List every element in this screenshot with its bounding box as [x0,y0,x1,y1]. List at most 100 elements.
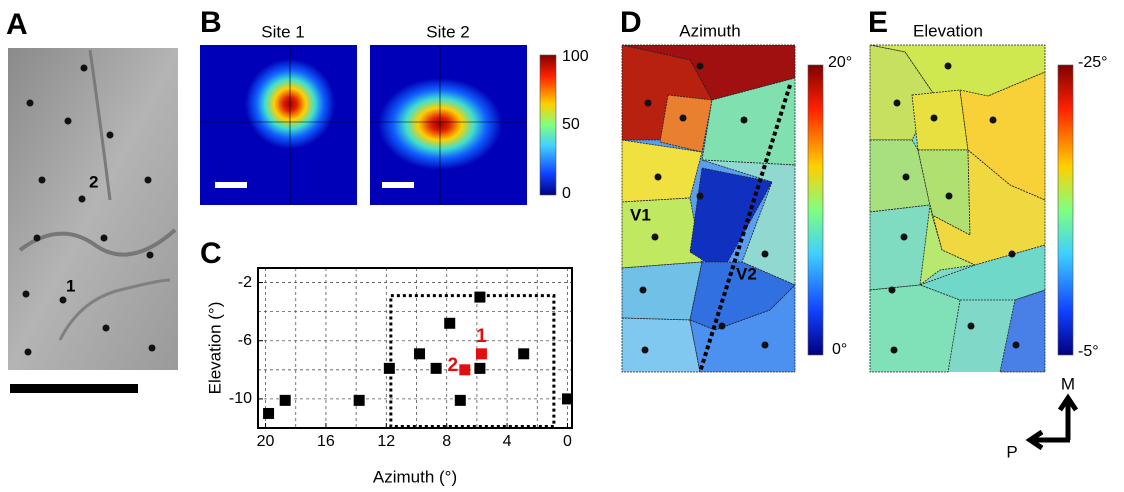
colorbar-tick-label: 20° [828,54,852,71]
colorbar [1058,65,1073,355]
scatter-chart: 20 16 12 8 4 0 -10 -6 -2 Azimuth (°) Elevation (°)… [205,268,572,486]
site-label: 2 [89,172,98,191]
map-title: Elevation [913,21,983,40]
brain-image [79,196,86,203]
x-tick-label: 0 [563,433,572,450]
brain-image [101,235,108,242]
azimuth-map [622,262,702,320]
azimuth-map [622,318,700,372]
azimuth-map [762,342,769,349]
azimuth-map [762,251,769,258]
x-tick-label: 4 [503,433,512,450]
data-point [414,348,425,359]
elevation-map [1009,251,1016,258]
colorbar-tick-label: 50 [562,116,580,133]
brain-image [60,297,67,304]
brain-image [145,177,152,184]
elevation-map [1013,342,1020,349]
colorbar-tick-label: 100 [562,48,589,65]
elevation-map [894,100,901,107]
data-point [474,363,485,374]
panel-letter: E [868,6,888,39]
brain-image [81,65,88,72]
panel-letter: D [620,6,642,39]
data-point [455,395,466,406]
elevation-map [891,347,898,354]
azimuth-map [719,323,726,330]
area-label: V2 [736,264,757,283]
data-point [384,363,395,374]
y-tick-label: -10 [229,390,252,407]
elevation-map [931,115,938,122]
azimuth-map [642,347,649,354]
point-label: 1 [476,326,487,347]
compass [1030,398,1076,448]
point-label: 2 [448,355,459,376]
azimuth-map [640,287,647,294]
data-point [476,348,487,359]
data-point [263,408,274,419]
azimuth-map [741,117,748,124]
x-tick-label: 20 [257,433,275,450]
data-point [444,318,455,329]
data-point [562,393,573,404]
x-tick-label: 12 [377,433,395,450]
azimuth-map [697,193,704,200]
panel-letter: A [6,8,28,41]
compass-label: P [1006,442,1017,461]
receptive-field-map [370,45,527,205]
map-title: Site 2 [426,22,469,41]
receptive-field-map [200,45,357,205]
compass-label: M [1061,374,1075,393]
elevation-map [901,234,908,241]
site-label: 1 [66,276,75,295]
x-axis-label: Azimuth (°) [373,467,457,486]
brain-image [8,48,178,370]
receptive-field-map [382,182,414,188]
elevation-map [870,45,1045,372]
y-tick-label: -2 [238,274,252,291]
brain-image [34,235,41,242]
brain-image [23,291,30,298]
elevation-map [889,287,896,294]
colorbar [808,65,823,355]
compass [1060,398,1076,440]
y-axis-label: Elevation (°) [205,302,224,395]
brain-image [149,345,156,352]
colorbar-tick-label: -5° [1078,343,1099,360]
azimuth-map [655,174,662,181]
map-title: Azimuth [679,21,740,40]
azimuth-map [652,234,659,241]
receptive-field-map [215,182,247,188]
azimuth-map [680,115,687,122]
compass [1030,432,1070,448]
data-point [474,292,485,303]
y-tick-label: -6 [238,332,252,349]
elevation-map [912,90,968,150]
x-tick-label: 16 [317,433,335,450]
data-point [431,363,442,374]
panel-letter: C [200,237,222,270]
colorbar-tick-label: -25° [1078,54,1108,71]
brain-image [25,349,32,356]
colorbar-tick-label: 0° [832,341,847,358]
elevation-map [946,193,953,200]
elevation-map [990,117,997,124]
brain-image [147,252,154,259]
region-box [391,296,554,427]
data-point [518,348,529,359]
brain-image [39,177,46,184]
data-point [354,395,365,406]
data-point [280,395,291,406]
brain-image [8,48,178,370]
brain-image [103,325,110,332]
x-tick-label: 8 [442,433,451,450]
map-title: Site 1 [261,22,304,41]
elevation-map [968,323,975,330]
elevation-map [870,285,960,372]
brain-image [65,118,72,125]
azimuth-map [645,100,652,107]
elevation-map [945,63,952,70]
area-label: V1 [630,205,651,224]
data-point [459,364,470,375]
